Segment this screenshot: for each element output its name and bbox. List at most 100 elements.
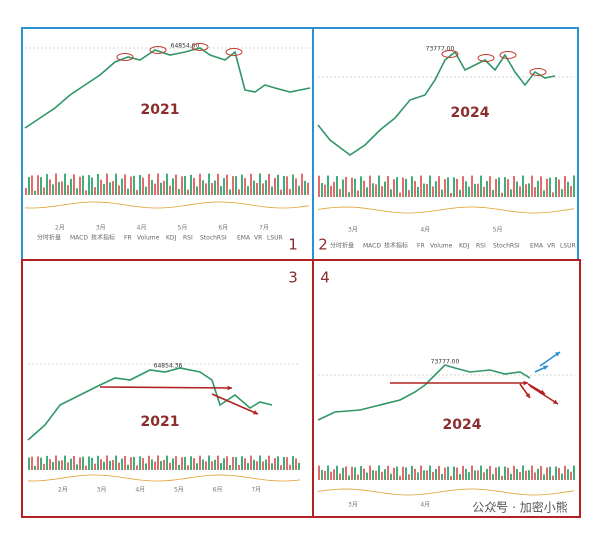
volume-bar — [304, 180, 306, 195]
volume-bar — [468, 186, 470, 197]
volume-bar — [28, 457, 30, 470]
volume-bar — [31, 456, 33, 470]
trend-arrow — [211, 393, 259, 415]
volume-bar — [453, 177, 455, 197]
volume-bar — [360, 176, 362, 197]
volume-bar — [393, 179, 395, 197]
volume-bar — [474, 470, 476, 480]
volume-bar — [133, 175, 135, 195]
price-trace — [27, 367, 273, 441]
volume-bar — [387, 176, 389, 197]
volume-bar — [369, 465, 371, 480]
toolbar-item: RSI — [476, 243, 486, 250]
volume-bar — [142, 457, 144, 470]
volume-bar — [537, 468, 539, 480]
volume-bar — [208, 455, 210, 470]
arrow-head — [227, 385, 232, 391]
volume-bar — [558, 179, 560, 197]
volume-bar — [34, 190, 36, 195]
volume-bar — [154, 183, 156, 195]
volume-bar — [336, 175, 338, 197]
volume-bar — [516, 181, 518, 197]
volume-bar — [450, 192, 452, 197]
toolbar-item: FR — [124, 235, 132, 242]
volume-bar — [91, 457, 93, 470]
volume-bar — [555, 177, 557, 197]
peak-circle — [529, 68, 547, 76]
volume-bar — [486, 468, 488, 480]
volume-bar — [79, 457, 81, 470]
volume-bar — [286, 176, 288, 195]
volume-bar — [360, 466, 362, 480]
volume-bar — [384, 469, 386, 480]
volume-bar — [357, 190, 359, 197]
volume-bar — [76, 188, 78, 195]
volume-bar — [465, 181, 467, 197]
volume-bar — [286, 457, 288, 470]
volume-bar — [154, 461, 156, 470]
volume-bar — [61, 460, 63, 470]
toolbar-item: 分时折盘 — [37, 234, 61, 242]
volume-bar — [274, 458, 276, 470]
volume-bar — [513, 465, 515, 480]
volume-bar — [73, 174, 75, 195]
volume-bar — [259, 173, 261, 195]
volume-bar — [97, 455, 99, 470]
volume-bar — [426, 470, 428, 480]
volume-bar — [504, 177, 506, 197]
volume-bar — [214, 459, 216, 470]
volume-bar — [501, 192, 503, 197]
volume-bar — [163, 180, 165, 195]
volume-bar — [531, 175, 533, 197]
volume-bar — [88, 175, 90, 195]
volume-bar — [567, 469, 569, 480]
volume-bar — [166, 173, 168, 195]
price-trace-shadow — [24, 47, 311, 129]
volume-bar — [124, 456, 126, 470]
volume-bar — [151, 459, 153, 470]
volume-bar — [495, 178, 497, 197]
volume-bar — [217, 455, 219, 470]
volume-bar — [190, 456, 192, 470]
volume-bar — [330, 471, 332, 480]
volume-bar — [321, 182, 323, 197]
volume-bar — [148, 173, 150, 195]
arrow-head — [543, 365, 548, 371]
volume-bar — [477, 470, 479, 480]
volume-bar — [280, 189, 282, 195]
volume-bar — [390, 473, 392, 480]
volume-bar — [378, 175, 380, 197]
volume-bar — [543, 190, 545, 197]
macd-line — [317, 488, 575, 496]
volume-bar — [160, 182, 162, 195]
volume-bar — [277, 174, 279, 195]
volume-bar — [259, 455, 261, 470]
volume-bar — [289, 464, 291, 470]
volume-bar — [333, 181, 335, 197]
volume-bar — [271, 463, 273, 470]
volume-bar — [492, 189, 494, 197]
volume-bar — [447, 466, 449, 480]
toolbar-item: MACD — [363, 243, 381, 250]
month-label: 3月 — [96, 225, 106, 232]
volume-bar — [121, 458, 123, 470]
volume-bar — [531, 465, 533, 480]
volume-bar — [498, 466, 500, 480]
volume-bar — [46, 455, 48, 470]
volume-bar — [241, 456, 243, 470]
volume-bar — [274, 177, 276, 195]
volume-bar — [495, 467, 497, 480]
arrow-head — [523, 380, 528, 386]
toolbar-item: EMA — [237, 235, 251, 242]
volume-bar — [399, 475, 401, 480]
volume-bar — [223, 458, 225, 470]
volume-bar — [31, 175, 33, 195]
month-label: 5月 — [178, 225, 188, 232]
volume-bar — [220, 463, 222, 470]
volume-bar — [94, 187, 96, 195]
volume-bar — [67, 462, 69, 470]
arrow-head — [555, 352, 560, 357]
toolbar-item: StochRSI — [200, 235, 227, 242]
volume-bar — [324, 184, 326, 197]
volume-bar — [91, 177, 93, 195]
